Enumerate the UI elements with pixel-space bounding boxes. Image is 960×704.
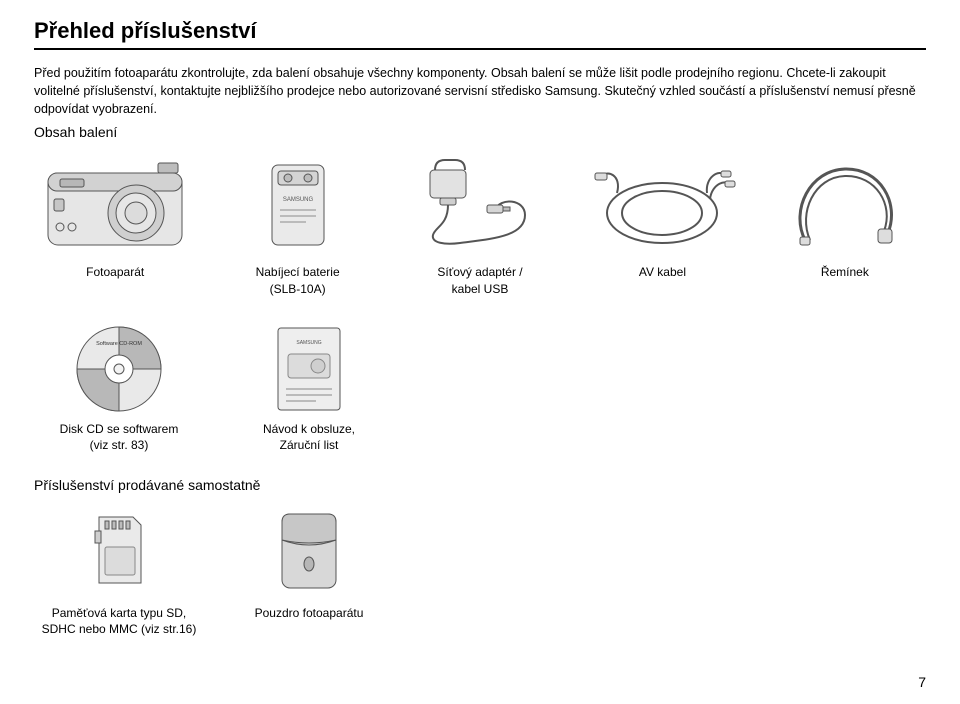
item-strap: Řemínek xyxy=(764,150,926,296)
accessory-heading: Příslušenství prodávané samostatně xyxy=(34,477,926,493)
sdcard-caption: Paměťová karta typu SD, SDHC nebo MMC (v… xyxy=(42,605,197,637)
item-case: Pouzdro fotoaparátu xyxy=(224,501,394,637)
adapter-caption: Síťový adaptér / kabel USB xyxy=(437,264,522,296)
cd-icon: Software CD-ROM xyxy=(71,321,167,417)
battery-icon: SAMSUNG xyxy=(266,161,330,249)
manual-caption: Návod k obsluze, Záruční list xyxy=(263,421,355,453)
sd-card-icon xyxy=(89,513,149,589)
item-cd: Software CD-ROM Disk CD se softwarem (vi… xyxy=(34,321,204,453)
item-avcable: AV kabel xyxy=(581,150,743,296)
item-manual: SAMSUNG Návod k obsluze, Záruční list xyxy=(224,321,394,453)
item-sdcard: Paměťová karta typu SD, SDHC nebo MMC (v… xyxy=(34,501,204,637)
svg-text:SAMSUNG: SAMSUNG xyxy=(296,340,321,346)
battery-caption: Nabíjecí baterie (SLB-10A) xyxy=(256,264,340,296)
page-number: 7 xyxy=(918,674,926,690)
camera-caption: Fotoaparát xyxy=(86,264,144,296)
manual-icon: SAMSUNG xyxy=(272,324,346,414)
svg-text:SAMSUNG: SAMSUNG xyxy=(282,197,313,203)
item-adapter: Síťový adaptér / kabel USB xyxy=(399,150,561,296)
svg-text:Software CD-ROM: Software CD-ROM xyxy=(96,341,142,347)
item-battery: SAMSUNG Nabíjecí baterie (SLB-10A) xyxy=(216,150,378,296)
accessories-row: Paměťová karta typu SD, SDHC nebo MMC (v… xyxy=(34,501,926,637)
av-caption: AV kabel xyxy=(639,264,686,296)
camera-icon xyxy=(40,155,190,255)
strap-caption: Řemínek xyxy=(821,264,869,296)
contents-heading: Obsah balení xyxy=(34,124,926,140)
case-icon xyxy=(274,506,344,596)
contents-row-1: Fotoaparát SAMSUNG Nabíjecí baterie (SLB… xyxy=(34,150,926,296)
av-cable-icon xyxy=(587,155,737,255)
page-title: Přehled příslušenství xyxy=(34,18,926,50)
case-caption: Pouzdro fotoaparátu xyxy=(255,605,364,637)
adapter-icon xyxy=(405,155,555,255)
cd-caption: Disk CD se softwarem (viz str. 83) xyxy=(60,421,179,453)
contents-row-2: Software CD-ROM Disk CD se softwarem (vi… xyxy=(34,321,926,453)
strap-icon xyxy=(780,155,910,255)
item-camera: Fotoaparát xyxy=(34,150,196,296)
intro-text: Před použitím fotoaparátu zkontrolujte, … xyxy=(34,64,926,118)
